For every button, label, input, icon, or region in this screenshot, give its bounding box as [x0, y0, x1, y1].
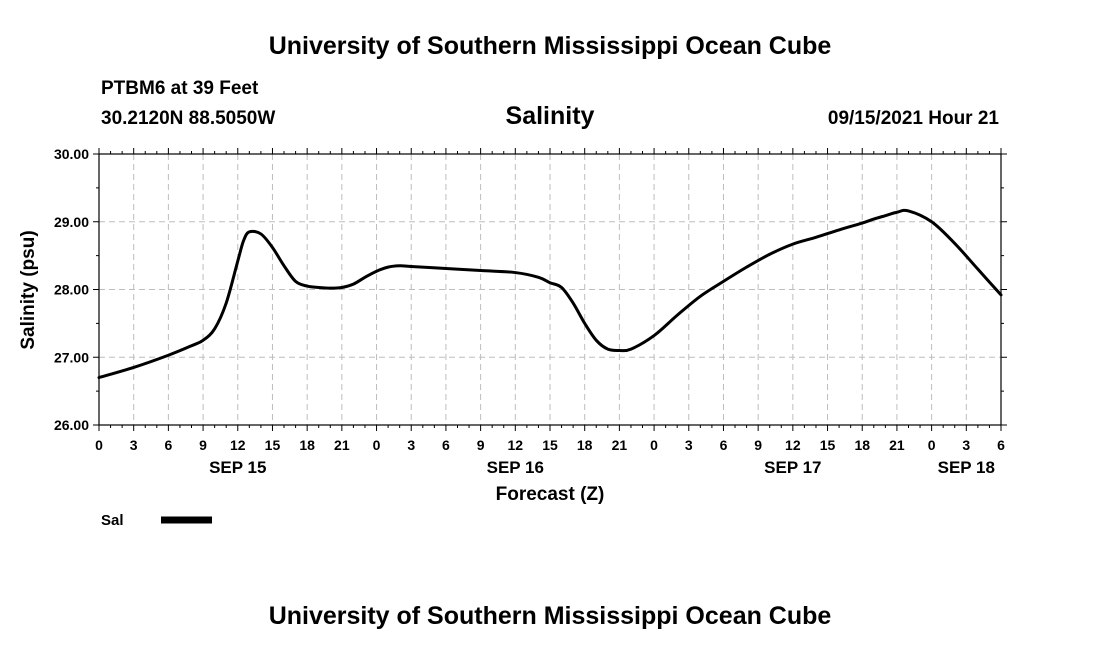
top-title: University of Southern Mississippi Ocean…: [269, 32, 832, 60]
x-tick-label: 12: [785, 437, 801, 453]
x-tick-label: 9: [754, 437, 762, 453]
x-tick-label: 9: [199, 437, 207, 453]
y-tick-label: 28.00: [54, 282, 89, 298]
y-tick-labels: 26.00 27.00 28.00 29.00 30.00: [54, 146, 89, 433]
x-tick-label: 9: [477, 437, 485, 453]
x-tick-label: 6: [720, 437, 728, 453]
coordinates-label: 30.2120N 88.5050W: [101, 108, 275, 129]
x-tick-label: 12: [508, 437, 524, 453]
x-tick-label: 12: [230, 437, 246, 453]
x-tick-label: 0: [95, 437, 103, 453]
x-tick-label: 6: [442, 437, 450, 453]
y-tick-label: 26.00: [54, 417, 89, 433]
series-line-sal: [97, 208, 1003, 380]
y-tick-label: 29.00: [54, 214, 89, 230]
x-tick-label: 18: [854, 437, 870, 453]
x-tick-label: 15: [820, 437, 836, 453]
day-label: SEP 16: [487, 458, 544, 477]
x-tick-label: 6: [997, 437, 1005, 453]
x-tick-labels: 0 3 6 9 12 15 18 21 0 3 6 9 12 15 18 21 0 3 6 9 12 15 18 21 0 3 6: [95, 437, 1005, 453]
x-tick-label: 0: [928, 437, 936, 453]
y-tick-label: 30.00: [54, 146, 89, 162]
station-label: PTBM6 at 39 Feet: [101, 78, 259, 99]
x-tick-label: 6: [164, 437, 172, 453]
bottom-title: University of Southern Mississippi Ocean…: [269, 602, 832, 630]
x-tick-label: 15: [542, 437, 558, 453]
series-layer: [97, 208, 1003, 380]
x-axis-label: Forecast (Z): [496, 484, 605, 505]
x-tick-label: 3: [685, 437, 693, 453]
y-axis-label: Salinity (psu): [18, 230, 39, 349]
datetime-label: 09/15/2021 Hour 21: [828, 108, 1000, 129]
chart-title: Salinity: [506, 102, 595, 130]
day-label: SEP 18: [938, 458, 995, 477]
x-tick-label: 0: [373, 437, 381, 453]
day-label: SEP 17: [764, 458, 821, 477]
x-tick-label: 3: [962, 437, 970, 453]
x-tick-label: 15: [265, 437, 281, 453]
x-tick-label: 18: [299, 437, 315, 453]
x-tick-label: 0: [650, 437, 658, 453]
x-tick-label: 3: [130, 437, 138, 453]
grid-lines: [99, 154, 1001, 425]
day-label: SEP 15: [209, 458, 266, 477]
y-tick-label: 27.00: [54, 349, 89, 365]
legend-label: Sal: [101, 512, 124, 529]
x-tick-label: 21: [889, 437, 905, 453]
x-tick-label: 21: [612, 437, 628, 453]
plot-frame: [98, 153, 1002, 426]
x-tick-label: 3: [407, 437, 415, 453]
x-tick-label: 18: [577, 437, 593, 453]
x-tick-label: 21: [334, 437, 350, 453]
day-labels: SEP 15 SEP 16 SEP 17 SEP 18: [209, 458, 995, 477]
